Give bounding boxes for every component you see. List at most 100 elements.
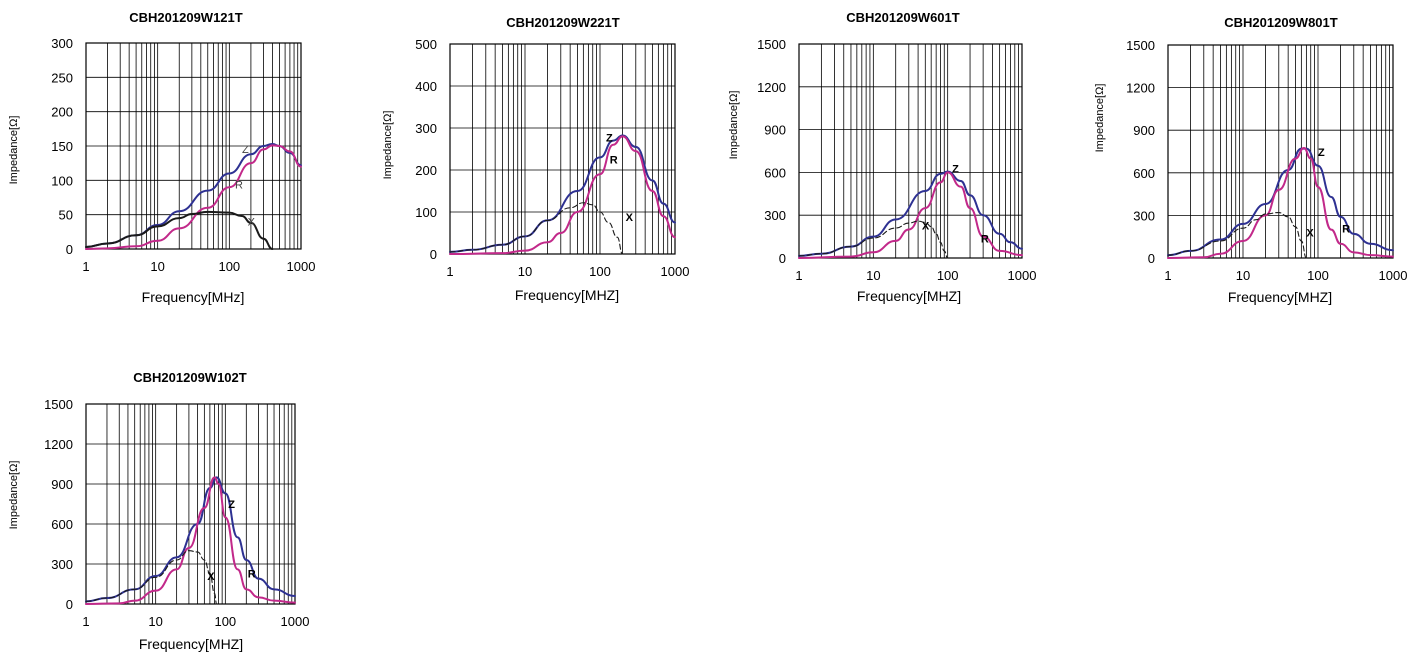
y-tick-label: 1500 <box>1126 38 1155 53</box>
x-tick-label: 1 <box>1164 268 1171 283</box>
x-axis-label: Frequency[MHZ] <box>139 636 243 652</box>
y-axis-label: Impedance[Ω] <box>1094 84 1106 153</box>
y-axis-label: Impedance[Ω] <box>8 461 20 530</box>
y-tick-label: 300 <box>51 557 73 572</box>
series-label-x: X <box>248 217 256 229</box>
series-label-x: X <box>922 220 930 232</box>
x-tick-label: 10 <box>518 264 532 279</box>
x-tick-label: 1000 <box>287 259 316 274</box>
y-tick-label: 900 <box>1133 123 1155 138</box>
x-tick-label: 1000 <box>281 614 310 629</box>
y-tick-label: 400 <box>415 79 437 94</box>
impedance-chart-cbh201209w221t: CBH201209W221T Frequency[MHZ] Impedance[… <box>382 15 690 303</box>
chart-title: CBH201209W221T <box>506 15 620 30</box>
series-line-z <box>85 142 302 248</box>
y-tick-label: 0 <box>779 251 786 266</box>
plot-area: 0 300 600 900 1200 1500 1 10 100 1000 Z X R <box>44 397 309 629</box>
series-line-r <box>85 476 296 605</box>
y-tick-label: 300 <box>415 121 437 136</box>
series-label-z: Z <box>242 144 249 156</box>
y-tick-label: 0 <box>430 247 437 262</box>
y-tick-label: 900 <box>51 477 73 492</box>
series-label-x: X <box>1306 228 1314 240</box>
y-tick-label: 500 <box>415 37 437 52</box>
x-axis-label: Frequency[MHZ] <box>1228 289 1332 305</box>
chart-panel-5: CBH201209W102T Frequency[MHZ] Impedance[… <box>0 360 330 654</box>
series-line-x <box>798 220 949 259</box>
y-axis-label: Impedance[Ω] <box>8 116 20 185</box>
series-line-r <box>449 135 676 255</box>
x-tick-label: 1000 <box>1379 268 1408 283</box>
y-tick-label: 150 <box>51 139 73 154</box>
y-tick-label: 300 <box>51 36 73 51</box>
y-tick-label: 1200 <box>44 437 73 452</box>
x-tick-label: 1000 <box>1008 268 1037 283</box>
x-axis-label: Frequency[MHZ] <box>857 288 961 304</box>
x-tick-label: 100 <box>218 259 240 274</box>
x-tick-label: 1000 <box>661 264 690 279</box>
x-axis-label: Frequency[MHz] <box>142 289 245 305</box>
series-line-z <box>85 476 296 603</box>
plot-frame <box>85 403 296 605</box>
plot-area: 0 50 100 150 200 250 300 1 10 100 1000 Z R X <box>51 36 315 274</box>
chart-panel-1: CBH201209W121T Frequency[MHz] Impedance[… <box>0 0 330 310</box>
series-line-r <box>798 171 1023 259</box>
chart-panel-4: CBH201209W801T Frequency[MHZ] Impedance[… <box>1090 0 1420 310</box>
series-label-r: R <box>235 180 243 192</box>
x-tick-label: 1 <box>446 264 453 279</box>
y-tick-label: 1200 <box>1126 81 1155 96</box>
y-tick-label: 200 <box>51 105 73 120</box>
y-tick-label: 300 <box>764 208 786 223</box>
chart-title: CBH201209W102T <box>133 370 247 385</box>
chart-title: CBH201209W121T <box>129 10 243 25</box>
chart-panel-3: CBH201209W601T Frequency[MHZ] Impedance[… <box>720 0 1050 310</box>
y-tick-label: 250 <box>51 70 73 85</box>
x-tick-label: 100 <box>937 268 959 283</box>
y-axis-label: Impedance[Ω] <box>728 91 740 160</box>
y-tick-label: 1500 <box>44 397 73 412</box>
y-tick-label: 0 <box>66 597 73 612</box>
series-label-r: R <box>248 568 256 580</box>
x-tick-label: 10 <box>150 259 164 274</box>
series-line-z <box>1167 147 1394 257</box>
y-tick-label: 0 <box>66 242 73 257</box>
series-line-x <box>85 550 218 605</box>
x-tick-label: 10 <box>1236 268 1250 283</box>
y-tick-label: 300 <box>1133 208 1155 223</box>
plot-frame <box>798 43 1023 259</box>
y-tick-label: 900 <box>764 123 786 138</box>
y-tick-label: 1200 <box>757 80 786 95</box>
y-tick-label: 0 <box>1148 251 1155 266</box>
y-tick-label: 1500 <box>757 37 786 52</box>
x-tick-label: 100 <box>214 614 236 629</box>
y-tick-label: 100 <box>51 173 73 188</box>
x-tick-label: 1 <box>795 268 802 283</box>
y-axis-label: Impedance[Ω] <box>382 111 394 180</box>
y-tick-label: 50 <box>59 208 73 223</box>
series-label-r: R <box>610 155 618 167</box>
x-tick-label: 100 <box>1307 268 1329 283</box>
series-line-z <box>449 134 676 253</box>
impedance-chart-cbh201209w601t: CBH201209W601T Frequency[MHZ] Impedance[… <box>728 10 1036 304</box>
series-label-r: R <box>981 233 989 245</box>
x-tick-label: 1 <box>82 259 89 274</box>
y-tick-label: 600 <box>51 517 73 532</box>
impedance-chart-cbh201209w121t: CBH201209W121T Frequency[MHz] Impedance[… <box>8 10 315 305</box>
y-tick-label: 600 <box>1133 166 1155 181</box>
plot-frame <box>449 43 676 255</box>
y-tick-label: 200 <box>415 163 437 178</box>
series-label-x: X <box>626 212 634 224</box>
chart-panel-2: CBH201209W221T Frequency[MHZ] Impedance[… <box>370 0 700 310</box>
x-tick-label: 10 <box>866 268 880 283</box>
series-label-z: Z <box>606 132 613 144</box>
plot-area: 0 300 600 900 1200 1500 1 10 100 1000 Z X R <box>757 37 1036 283</box>
x-tick-label: 10 <box>148 614 162 629</box>
plot-frame <box>85 42 302 250</box>
series-label-z: Z <box>1318 147 1325 159</box>
impedance-chart-cbh201209w102t: CBH201209W102T Frequency[MHZ] Impedance[… <box>8 370 309 652</box>
series-line-r <box>85 144 302 250</box>
y-tick-label: 100 <box>415 205 437 220</box>
x-axis-label: Frequency[MHZ] <box>515 287 619 303</box>
chart-title: CBH201209W801T <box>1224 15 1338 30</box>
chart-title: CBH201209W601T <box>846 10 960 25</box>
